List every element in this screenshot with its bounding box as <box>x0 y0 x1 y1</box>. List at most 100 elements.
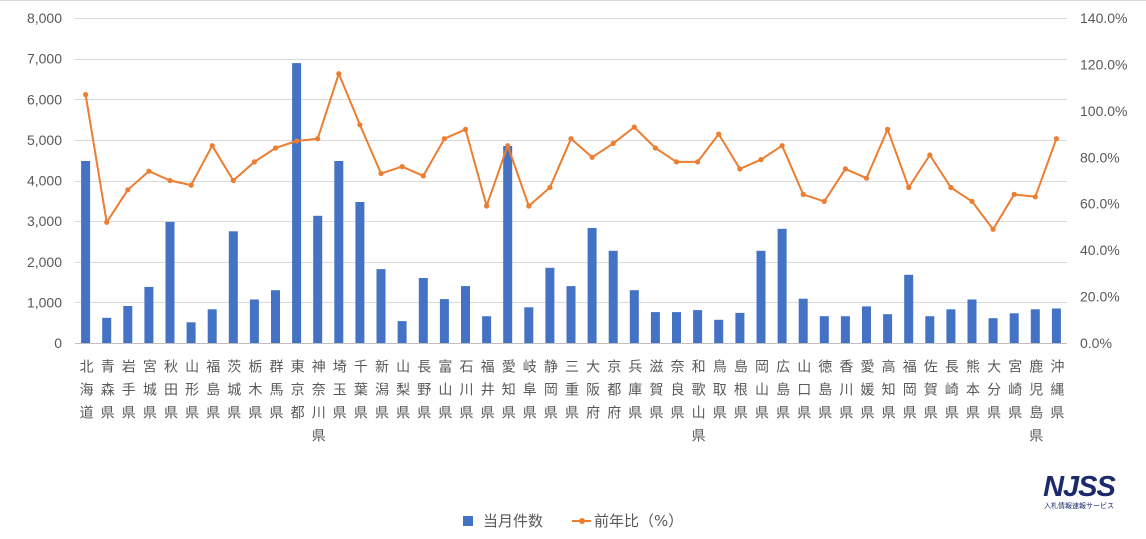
line-point <box>167 177 173 184</box>
bar <box>144 286 154 343</box>
bar <box>355 202 365 343</box>
x-tick-label: 福岡県 <box>900 359 917 428</box>
line-point <box>336 71 342 77</box>
gridlines <box>75 18 1067 344</box>
x-tick-label: 茨城県 <box>225 359 242 428</box>
y-left-tick-label: 6,000 <box>27 91 62 107</box>
line-point <box>209 143 215 149</box>
x-tick-label: 鳥取県 <box>710 359 727 428</box>
bar <box>735 312 745 343</box>
x-tick-label: 滋賀県 <box>647 359 664 428</box>
x-tick-label: 高知県 <box>879 359 896 428</box>
x-tick-label: 山形県 <box>183 359 200 428</box>
x-tick-label: 宮城県 <box>140 359 157 428</box>
x-tick-label: 山梨県 <box>394 359 411 428</box>
x-tick-label: 熊本県 <box>964 359 980 428</box>
line-point <box>420 173 426 179</box>
x-tick-label: 三重県 <box>563 359 579 428</box>
bar <box>418 278 428 343</box>
line-point <box>294 138 300 144</box>
bar <box>798 298 808 343</box>
y-left-axis: 0 1,000 2,000 3,000 4,000 5,000 6,000 7,000 8,00… <box>27 10 62 351</box>
x-tick-label: 奈良県 <box>668 359 685 428</box>
legend-marker-dot <box>578 518 585 524</box>
y-left-tick-label: 7,000 <box>27 51 62 67</box>
line-point <box>230 177 236 184</box>
bar <box>545 267 555 343</box>
line-series <box>84 72 1058 231</box>
x-tick-label: 広島県 <box>774 359 791 428</box>
bar <box>672 312 681 343</box>
line-point <box>272 145 279 151</box>
line-point <box>1053 136 1059 142</box>
x-tick-label: 富山県 <box>436 359 453 428</box>
y-right-tick-label: 60.0% <box>1080 196 1120 212</box>
bar <box>1051 308 1061 343</box>
x-tick-label: 秋田県 <box>162 359 178 428</box>
x-tick-label: 愛知県 <box>499 359 516 428</box>
y-right-tick-label: 100.0% <box>1080 103 1127 119</box>
x-tick-label: 徳島県 <box>816 359 833 428</box>
line-point <box>800 191 806 197</box>
bar <box>313 215 323 343</box>
x-tick-label: 静岡県 <box>541 359 558 428</box>
bar <box>756 250 766 343</box>
y-right-tick-label: 0.0% <box>1080 335 1112 351</box>
bar <box>482 316 492 343</box>
x-tick-label: 兵庫県 <box>626 359 643 428</box>
line-point <box>462 126 469 132</box>
bar <box>862 306 871 343</box>
x-tick-label: 沖縄県 <box>1048 359 1065 428</box>
line-point <box>737 166 743 172</box>
bar <box>819 316 829 343</box>
line-point <box>357 122 363 128</box>
line-point <box>83 92 89 98</box>
line-markers <box>83 71 1059 232</box>
bar <box>629 290 639 343</box>
x-tick-label: 北海道 <box>77 359 94 428</box>
line-point <box>1011 191 1017 197</box>
x-tick-label: 和歌山県 <box>689 359 706 451</box>
bar <box>123 306 133 343</box>
bar <box>566 286 576 343</box>
line-point <box>589 154 595 160</box>
series-line <box>84 72 1058 231</box>
bar <box>693 310 703 343</box>
line-point <box>779 143 785 149</box>
bar <box>883 314 893 343</box>
x-tick-label: 埼玉県 <box>330 359 347 428</box>
bar <box>503 146 513 343</box>
line-point <box>441 136 447 142</box>
bar <box>81 161 91 343</box>
y-left-tick-label: 2,000 <box>27 254 62 270</box>
line-point <box>631 124 637 130</box>
y-right-tick-label: 20.0% <box>1080 289 1120 305</box>
line-point <box>885 126 891 132</box>
line-point <box>990 226 996 232</box>
bar <box>988 318 998 343</box>
bar <box>524 307 534 344</box>
line-point <box>378 170 384 177</box>
line-point <box>758 157 764 163</box>
y-left-tick-label: 0 <box>54 335 62 351</box>
line-point <box>821 198 827 204</box>
x-tick-label: 宮崎県 <box>1006 359 1023 428</box>
bar <box>228 231 238 343</box>
x-tick-label: 香川県 <box>837 359 854 428</box>
x-tick-label: 福島県 <box>204 359 221 428</box>
x-tick-label: 京都府 <box>605 359 622 428</box>
x-tick-label: 佐賀県 <box>921 359 938 428</box>
line-point <box>948 184 954 191</box>
line-point <box>610 140 616 146</box>
x-tick-label: 青森県 <box>98 359 115 428</box>
bar <box>777 228 787 343</box>
x-tick-label: 岐阜県 <box>520 359 537 428</box>
bar <box>650 312 660 343</box>
line-point <box>146 168 152 174</box>
y-right-axis: 0.0% 20.0% 40.0% 60.0% 80.0% 100.0% 120.0% 140.… <box>1080 10 1127 351</box>
legend-label-bar: 当月件数 <box>483 512 544 530</box>
line-point <box>104 219 110 225</box>
bar <box>840 316 850 343</box>
x-tick-label: 群馬県 <box>267 359 284 428</box>
